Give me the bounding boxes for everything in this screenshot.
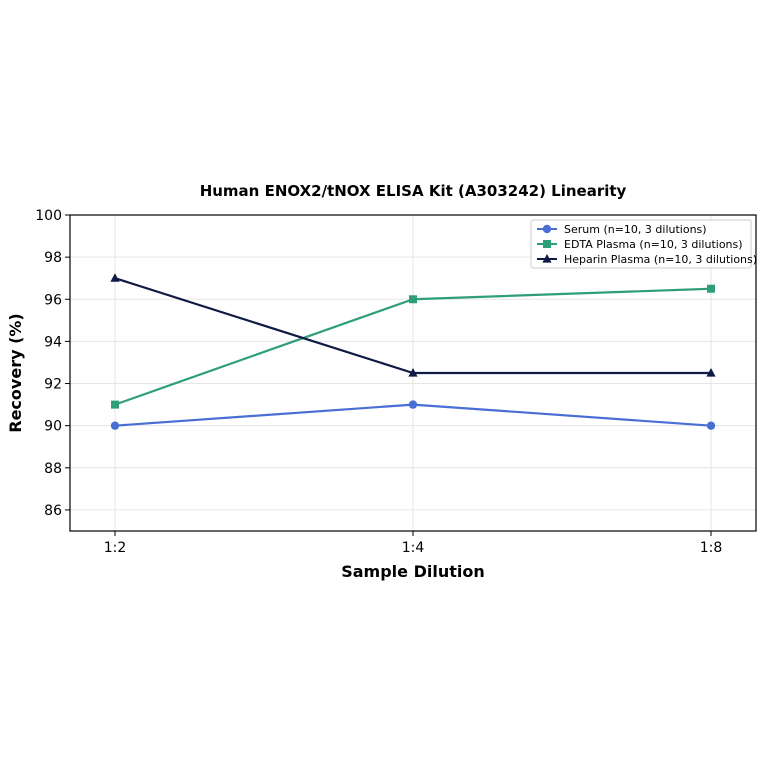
- data-point-2: [111, 400, 119, 409]
- legend-box: [530, 219, 752, 269]
- chart-title: Human ENOX2/tNOX ELISA Kit (A303242) Lin…: [200, 182, 627, 200]
- legend-label: Serum (n=10, 3 dilutions): [564, 223, 707, 236]
- legend-label: EDTA Plasma (n=10, 3 dilutions): [564, 238, 743, 251]
- legend-marker: [543, 240, 551, 248]
- y-tick-label: 92: [44, 377, 62, 393]
- y-tick-label: 96: [44, 292, 62, 308]
- x-tick-label: 1:4: [402, 540, 425, 556]
- y-tick-label: 100: [35, 208, 62, 224]
- data-point-3: [706, 368, 716, 377]
- x-tick-label: 1:2: [104, 540, 127, 556]
- x-axis-label: Sample Dilution: [341, 562, 485, 581]
- tick-layer: 1:2 1:4 1:8 86 88 90 92 94 96 98 100: [35, 208, 722, 556]
- legend-marker: [542, 224, 552, 234]
- data-point-3: [408, 368, 418, 377]
- series-layer: [110, 273, 716, 430]
- data-point-1: [110, 421, 120, 430]
- y-axis-label: Recovery (%): [6, 313, 25, 432]
- y-tick-label: 98: [44, 250, 62, 266]
- data-point-3: [110, 273, 120, 282]
- legend-marker: [542, 254, 552, 263]
- legend: Serum (n=10, 3 dilutions) EDTA Plasma (n=…: [530, 219, 757, 269]
- x-tick-label: 1:8: [700, 540, 723, 556]
- data-point-2: [707, 284, 715, 293]
- y-tick-label: 90: [44, 419, 62, 435]
- data-point-2: [409, 295, 417, 304]
- legend-label: Heparin Plasma (n=10, 3 dilutions): [564, 253, 757, 266]
- y-tick-label: 88: [44, 461, 62, 477]
- data-point-1: [706, 421, 716, 430]
- y-tick-label: 94: [44, 334, 62, 350]
- y-tick-label: 86: [44, 503, 62, 519]
- data-point-1: [408, 400, 418, 409]
